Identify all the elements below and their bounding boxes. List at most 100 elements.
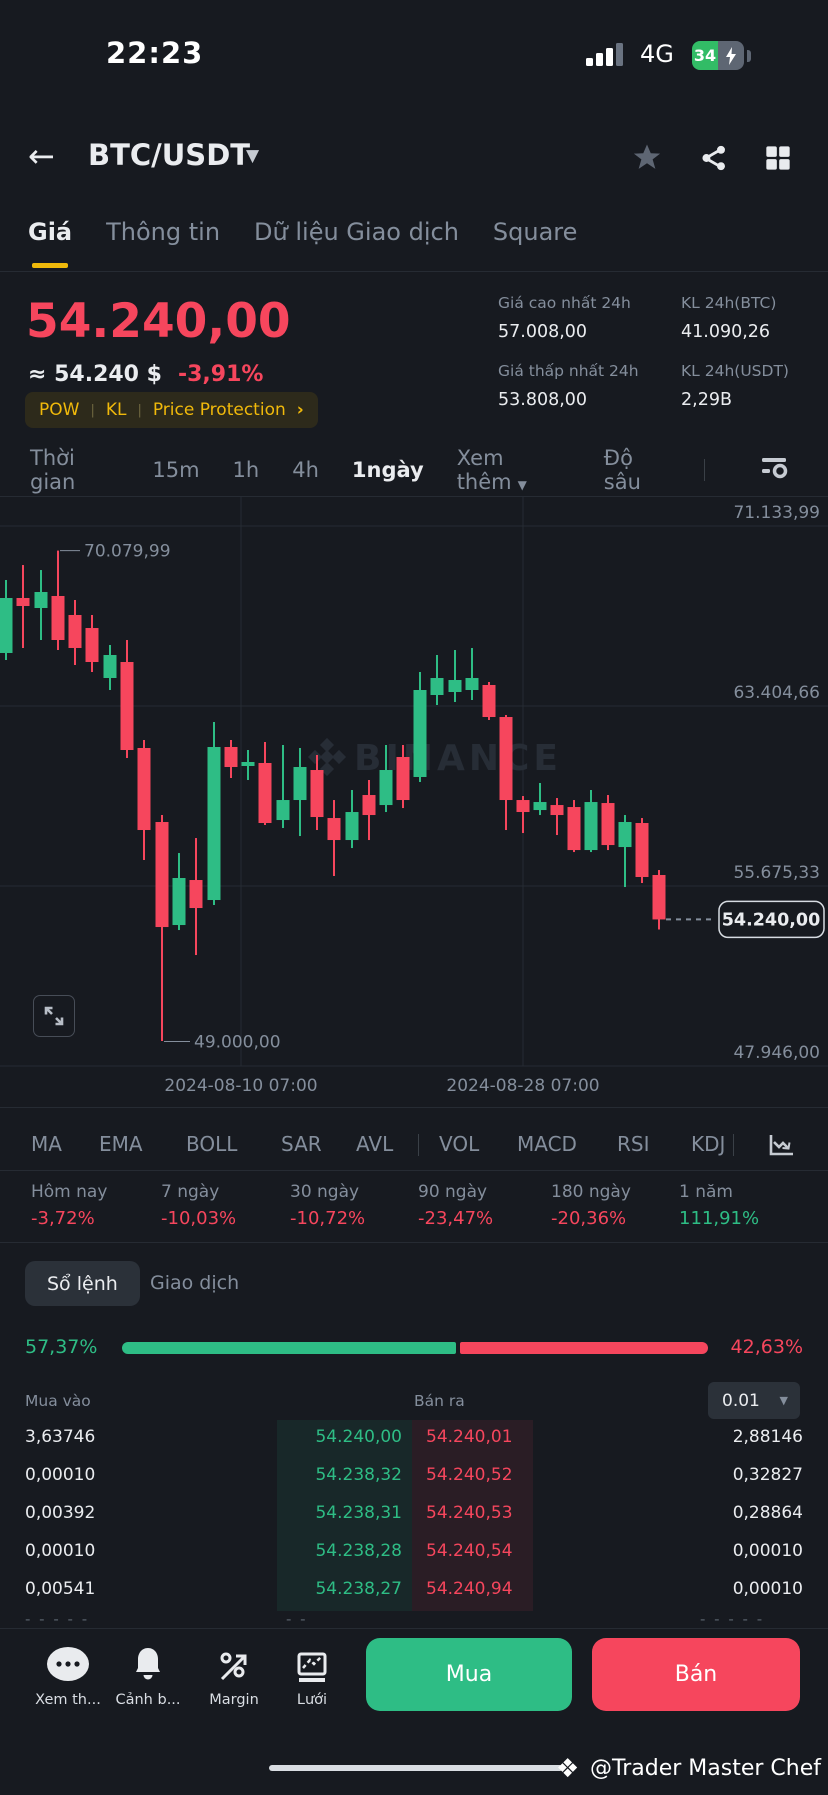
watermark-handle: @Trader Master Chef <box>590 1756 821 1781</box>
sell-ratio-percent: 42,63% <box>730 1336 803 1358</box>
candle <box>362 779 376 841</box>
interval-4h[interactable]: 4h <box>292 458 319 482</box>
indicator-sar[interactable]: SAR <box>281 1132 322 1156</box>
orderbook-row[interactable]: 3,63746 54.240,00 54.240,01 2,88146 <box>0 1420 828 1458</box>
last-price-tag <box>718 900 825 939</box>
nav-tab-3[interactable]: Dữ liệu Giao dịch <box>254 218 459 246</box>
orderbook-row[interactable]: 0,00392 54.238,31 54.240,53 0,28864 <box>0 1496 828 1534</box>
clipped-row-left: - - - - - <box>25 1610 90 1628</box>
favorite-star-icon[interactable] <box>632 142 662 176</box>
candle <box>465 648 479 701</box>
kline-chart-icon[interactable] <box>768 1133 795 1163</box>
indicator-avl[interactable]: AVL <box>356 1132 394 1156</box>
buy-price[interactable]: 54.238,28 <box>315 1541 402 1561</box>
indicator-rsi[interactable]: RSI <box>617 1132 650 1156</box>
orderbook-row[interactable]: 0,00010 54.238,28 54.240,54 0,00010 <box>0 1534 828 1572</box>
divider <box>0 271 828 272</box>
svg-text:49.000,00: 49.000,00 <box>194 1032 281 1052</box>
badge-separator: | <box>90 402 95 418</box>
indicator-bar: MA EMA BOLL SAR AVL VOL MACD RSI KDJ <box>0 1122 828 1168</box>
sell-button[interactable]: Bán <box>592 1638 800 1711</box>
indicator-macd[interactable]: MACD <box>517 1132 577 1156</box>
candle <box>584 790 598 853</box>
nav-tab-1[interactable]: Giá <box>28 218 73 246</box>
fullscreen-expand-button[interactable] <box>33 995 75 1037</box>
orderbook-row[interactable]: 0,00010 54.238,32 54.240,52 0,32827 <box>0 1458 828 1496</box>
candle <box>207 722 221 906</box>
sell-price[interactable]: 54.240,94 <box>426 1579 513 1599</box>
sell-price[interactable]: 54.240,53 <box>426 1503 513 1523</box>
nav-tab-2[interactable]: Thông tin <box>106 218 221 246</box>
back-arrow-icon[interactable]: ← <box>28 137 55 175</box>
precision-dropdown[interactable]: 0.01 ▼ <box>708 1382 800 1419</box>
home-indicator[interactable] <box>269 1765 563 1771</box>
battery-icon: 34 <box>692 41 744 70</box>
tab-trades[interactable]: Giao dịch <box>150 1272 240 1294</box>
grid-layout-icon[interactable] <box>764 144 792 176</box>
token-tags-badge[interactable]: POW | KL | Price Protection › <box>25 392 318 428</box>
interval-1h[interactable]: 1h <box>232 458 260 482</box>
candle <box>120 640 134 759</box>
orderbook-row[interactable]: 0,00541 54.238,27 54.240,94 0,00010 <box>0 1572 828 1610</box>
indicator-vol[interactable]: VOL <box>439 1132 480 1156</box>
toolbar-divider <box>704 459 705 481</box>
precision-value: 0.01 <box>722 1390 760 1411</box>
nav-tab-4[interactable]: Square <box>492 218 578 246</box>
interval-thời-gian[interactable]: Thời gian <box>30 446 76 494</box>
pair-dropdown-caret-icon[interactable]: ▼ <box>246 146 260 166</box>
sell-price[interactable]: 54.240,52 <box>426 1465 513 1485</box>
indicator-kdj[interactable]: KDJ <box>691 1132 726 1156</box>
action-lưới[interactable]: Lưới <box>266 1642 358 1708</box>
chevron-down-icon: ▼ <box>517 478 527 492</box>
perf-label: 30 ngày <box>290 1182 360 1202</box>
svg-text:2024-08-28 07:00: 2024-08-28 07:00 <box>446 1076 599 1096</box>
change-percent: -3,91% <box>177 362 264 387</box>
candle <box>413 671 427 783</box>
tab-order-book[interactable]: Sổ lệnh <box>25 1261 140 1306</box>
candle <box>550 798 564 836</box>
sell-price[interactable]: 54.240,01 <box>426 1427 513 1447</box>
indicator-ma[interactable]: MA <box>31 1132 62 1156</box>
share-icon[interactable] <box>700 144 728 176</box>
column-header-sell: Bán ra <box>414 1392 465 1410</box>
badge-separator: | <box>137 402 142 418</box>
badge-tag: POW <box>39 400 80 420</box>
buy-price[interactable]: 54.238,27 <box>315 1579 402 1599</box>
perf-value: -3,72% <box>31 1208 95 1229</box>
candle <box>379 745 393 813</box>
svg-text:47.946,00: 47.946,00 <box>733 1043 820 1063</box>
pair-title[interactable]: BTC/USDT <box>88 138 251 172</box>
perf-label: Hôm nay <box>31 1182 108 1202</box>
buy-price[interactable]: 54.238,32 <box>315 1465 402 1485</box>
action-margin[interactable]: Margin <box>188 1642 280 1708</box>
interval-15m[interactable]: 15m <box>152 458 200 482</box>
stat-label: Giá cao nhất 24h <box>498 294 631 312</box>
candle <box>51 550 65 650</box>
buy-price[interactable]: 54.240,00 <box>315 1427 402 1447</box>
grid-trading-icon <box>266 1642 358 1684</box>
charging-bolt-icon <box>718 41 744 70</box>
perf-value: -10,03% <box>161 1208 237 1229</box>
buy-qty: 3,63746 <box>25 1427 96 1447</box>
indicator-boll[interactable]: BOLL <box>186 1132 238 1156</box>
perf-label: 7 ngày <box>161 1182 220 1202</box>
interval-toolbar: Thời gian 15m 1h 4h 1ngày Xem thêm ▼ Độ sâu <box>0 446 828 494</box>
indicator-ema[interactable]: EMA <box>99 1132 143 1156</box>
interval-xem-thêm[interactable]: Xem thêm ▼ <box>456 446 527 494</box>
buy-price[interactable]: 54.238,31 <box>315 1503 402 1523</box>
candle <box>189 838 203 956</box>
chart-settings-icon[interactable] <box>758 454 790 487</box>
sell-price[interactable]: 54.240,54 <box>426 1541 513 1561</box>
perf-label: 1 năm <box>679 1182 733 1202</box>
action-cảnh-b[interactable]: Cảnh b... <box>102 1642 194 1708</box>
chevron-down-icon: ▼ <box>779 1394 788 1407</box>
buy-button[interactable]: Mua <box>366 1638 572 1711</box>
interval-1ngày[interactable]: 1ngày <box>351 458 424 482</box>
candle <box>533 783 547 816</box>
candlestick-chart[interactable]: 71.133,99 63.404,66 55.675,33 47.946,00 BINA… <box>0 496 828 1116</box>
interval-độ-sâu[interactable]: Độ sâu <box>603 446 641 494</box>
sell-depth-band <box>412 1420 533 1611</box>
action-xem-th[interactable]: Xem th... <box>22 1642 114 1708</box>
buy-depth-band <box>277 1420 412 1611</box>
